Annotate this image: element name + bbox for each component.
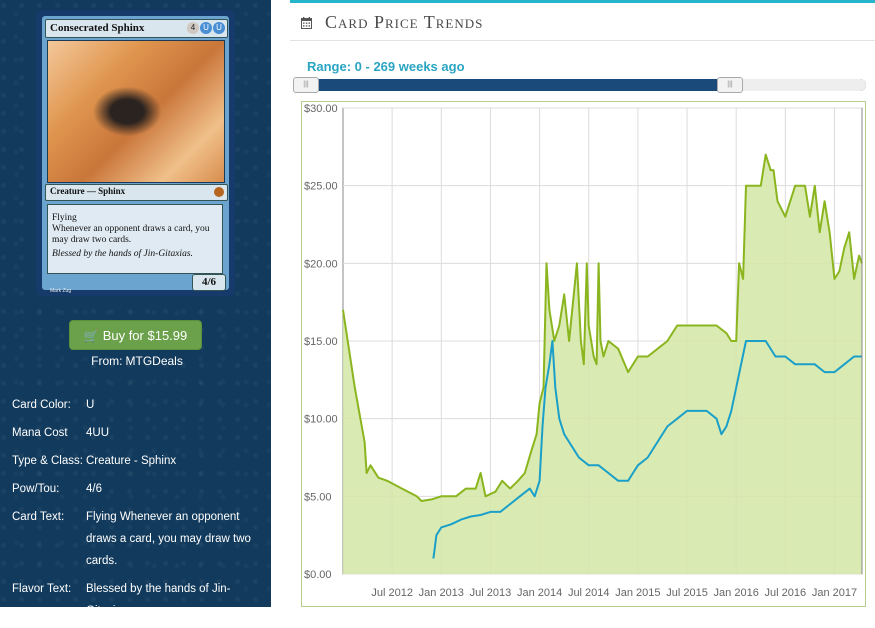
detail-value: Blessed by the hands of Jin-Gitaxias. <box>86 583 231 617</box>
x-tick-label: Jan 2017 <box>812 587 857 599</box>
x-tick-label: Jul 2014 <box>568 587 610 599</box>
y-tick-label: $10.00 <box>304 414 338 426</box>
range-label: Range: 0 - 269 weeks ago <box>307 59 465 74</box>
y-tick-label: $0.00 <box>304 569 332 581</box>
card-text-box: Flying Whenever an opponent draws a card… <box>47 204 223 274</box>
detail-label: Mana Cost <box>12 427 68 439</box>
mana-generic-icon: 4 <box>187 22 199 34</box>
x-tick-label: Jan 2015 <box>615 587 660 599</box>
card-type-line: Creature — Sphinx <box>50 186 126 196</box>
page-title: Card Price Trends <box>301 12 483 33</box>
detail-label: Card Text: <box>12 511 65 523</box>
card-artist: Mark Zug <box>50 288 72 294</box>
card-art <box>47 40 225 183</box>
card-details: Card Color: U Mana Cost 4UU Type & Class… <box>12 394 267 628</box>
shopping-cart-icon: 🛒 <box>83 329 99 343</box>
buy-button-label: Buy for $15.99 <box>102 328 188 343</box>
card-mana-cost: 4 U U <box>187 22 225 34</box>
x-tick-label: Jan 2016 <box>714 587 759 599</box>
header-accent-line <box>290 0 875 3</box>
detail-row-type: Type & Class: Creature - Sphinx <box>12 450 267 472</box>
x-tick-label: Jan 2014 <box>517 587 562 599</box>
series-line-blue <box>432 340 862 559</box>
y-tick-label: $15.00 <box>304 336 338 348</box>
card-rules-text: Flying <box>52 213 77 223</box>
card-rules-text: Whenever an opponent draws a card, you m… <box>52 224 210 245</box>
y-tick-label: $30.00 <box>304 103 338 115</box>
detail-label: Card Color: <box>12 399 71 411</box>
buy-source-label: From: <box>91 354 123 368</box>
y-tick-label: $25.00 <box>304 181 338 193</box>
x-tick-label: Jul 2015 <box>666 587 708 599</box>
y-tick-label: $20.00 <box>304 258 338 270</box>
card-type-bar: Creature — Sphinx <box>45 184 228 201</box>
buy-source: From: MTGDeals <box>0 354 271 368</box>
title-divider <box>290 40 875 41</box>
detail-value: Flying Whenever an opponent draws a card… <box>86 511 251 567</box>
detail-row-card-text: Card Text: Flying Whenever an opponent d… <box>12 506 267 572</box>
card-name: Consecrated Sphinx <box>50 22 145 34</box>
x-tick-label: Jul 2012 <box>371 587 413 599</box>
mana-blue-icon: U <box>213 22 225 34</box>
card-power-toughness: 4/6 <box>192 274 226 291</box>
detail-value: 4/6 <box>86 483 102 495</box>
range-slider-handle-end[interactable]: ||| <box>717 77 743 93</box>
detail-label: Type & Class: <box>12 455 83 467</box>
range-slider[interactable]: ||| ||| <box>293 77 866 93</box>
price-chart: $0.00 $5.00 $10.00 $15.00 $20.00 $25.00 $30.00… <box>304 103 863 599</box>
detail-label: Pow/Tou: <box>12 483 60 495</box>
card-flavor-text: Blessed by the hands of Jin-Gitaxias. <box>52 249 193 259</box>
detail-value: Creature - Sphinx <box>86 455 177 467</box>
x-tick-label: Jul 2013 <box>470 587 512 599</box>
y-tick-label: $5.00 <box>304 491 332 503</box>
series-area-fill <box>343 154 862 574</box>
detail-row-color: Card Color: U <box>12 394 267 416</box>
detail-value: U <box>86 399 95 411</box>
range-slider-handle-start[interactable]: ||| <box>293 77 319 93</box>
card-frame: Consecrated Sphinx 4 U U Creature — Sphi… <box>42 16 229 294</box>
x-tick-label: Jul 2016 <box>765 587 807 599</box>
mana-blue-icon: U <box>200 22 212 34</box>
x-tick-label: Jan 2013 <box>419 587 464 599</box>
range-slider-track-unselected <box>741 79 866 91</box>
card-sidebar: Consecrated Sphinx 4 U U Creature — Sphi… <box>0 0 271 617</box>
calendar-icon <box>301 16 312 29</box>
detail-value: 4UU <box>86 427 110 439</box>
detail-row-pow-tou: Pow/Tou: 4/6 <box>12 478 267 500</box>
page-title-text: Card Price Trends <box>325 12 484 32</box>
buy-source-name: MTGDeals <box>125 354 183 368</box>
detail-row-flavor-text: Flavor Text: Blessed by the hands of Jin… <box>12 578 267 622</box>
series-line-green <box>342 153 863 502</box>
detail-row-mana-cost: Mana Cost 4UU <box>12 422 267 444</box>
buy-button[interactable]: 🛒 Buy for $15.99 <box>69 320 202 350</box>
price-chart-container: $0.00 $5.00 $10.00 $15.00 $20.00 $25.00 $30.00… <box>301 101 866 607</box>
card-image: Consecrated Sphinx 4 U U Creature — Sphi… <box>36 10 235 296</box>
set-symbol-icon <box>214 187 224 197</box>
card-title-bar: Consecrated Sphinx 4 U U <box>45 19 228 38</box>
detail-label: Flavor Text: <box>12 583 72 595</box>
